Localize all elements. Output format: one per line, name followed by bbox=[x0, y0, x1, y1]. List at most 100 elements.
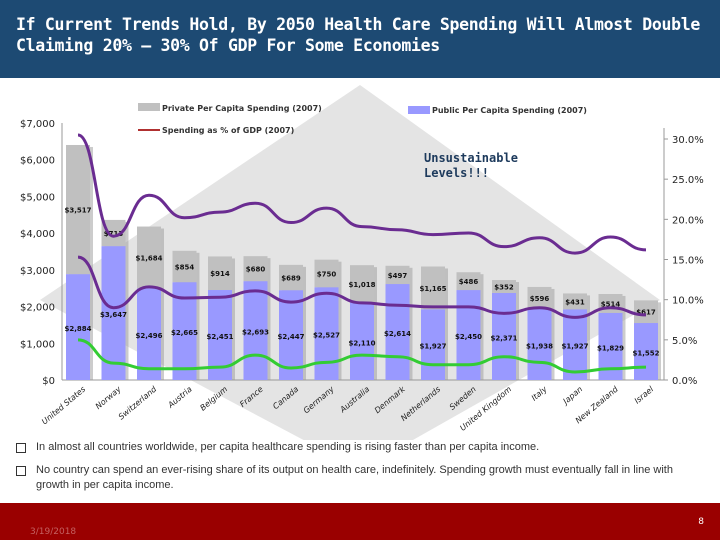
bar-label-public: $1,829 bbox=[597, 344, 624, 352]
bullet-list: In almost all countries worldwide, per c… bbox=[16, 440, 706, 501]
bar-private bbox=[243, 256, 268, 282]
bar-label-private: $750 bbox=[317, 270, 337, 278]
bullet-item: No country can spend an ever-rising shar… bbox=[16, 463, 706, 493]
bar-label-private: $514 bbox=[601, 300, 621, 308]
bar-label-private: $497 bbox=[388, 272, 408, 280]
bar-label-public: $2,496 bbox=[135, 332, 162, 340]
category-label: Norway bbox=[94, 384, 123, 411]
bar-label-public: $2,451 bbox=[206, 333, 233, 341]
bar-label-private: $3,517 bbox=[64, 207, 91, 215]
bar-public bbox=[66, 274, 90, 380]
bar-label-public: $2,447 bbox=[277, 333, 304, 341]
bar-label-public: $2,527 bbox=[313, 332, 340, 340]
footer: 3/19/2018 8 bbox=[0, 503, 720, 540]
series-line-3 bbox=[77, 338, 647, 374]
bar-label-private: $689 bbox=[281, 275, 301, 283]
bar-private bbox=[421, 266, 445, 310]
checkbox-bullet-icon bbox=[16, 443, 26, 453]
bar-label-public: $1,927 bbox=[419, 343, 446, 351]
bar-public bbox=[492, 292, 516, 380]
right-tick-label: 5.0% bbox=[672, 336, 697, 347]
bullet-item: In almost all countries worldwide, per c… bbox=[16, 440, 706, 455]
left-tick-label: $7,000 bbox=[20, 119, 55, 130]
legend-private-swatch bbox=[138, 103, 160, 111]
bar-private bbox=[66, 144, 90, 275]
right-tick-label: 30.0% bbox=[672, 135, 704, 146]
bar-label-public: $2,110 bbox=[348, 339, 375, 347]
legend-public-swatch bbox=[408, 106, 430, 114]
bar-label-private: $914 bbox=[210, 270, 230, 278]
category-label: Italy bbox=[530, 384, 549, 402]
bar-private bbox=[563, 293, 587, 310]
bar-public bbox=[243, 281, 268, 380]
left-tick-label: $1,000 bbox=[20, 339, 55, 350]
slide-date: 3/19/2018 bbox=[30, 527, 77, 537]
right-tick-label: 20.0% bbox=[672, 215, 704, 226]
right-tick-label: 0.0% bbox=[672, 376, 697, 387]
right-tick-label: 25.0% bbox=[672, 175, 704, 186]
bar-label-public: $2,665 bbox=[171, 329, 198, 337]
category-label: Japan bbox=[560, 385, 584, 408]
bar-label-private: $1,165 bbox=[419, 285, 446, 293]
category-label: Austria bbox=[166, 385, 194, 411]
bar-public bbox=[563, 309, 587, 380]
bar-public bbox=[385, 284, 410, 380]
legend-line: Spending as % of GDP (2007) bbox=[162, 126, 294, 135]
annotation: Unsustainable Levels!!! bbox=[424, 151, 518, 180]
left-tick-label: $3,000 bbox=[20, 266, 55, 277]
bar-label-private: $854 bbox=[175, 263, 195, 271]
left-tick-label: $0 bbox=[42, 376, 55, 387]
bar-label-public: $1,552 bbox=[632, 350, 659, 358]
bar-label-private: $431 bbox=[565, 298, 585, 306]
bar-label-public: $2,450 bbox=[455, 333, 482, 341]
bar-private bbox=[492, 280, 516, 293]
left-tick-label: $5,000 bbox=[20, 192, 55, 203]
bar-label-public: $2,614 bbox=[384, 330, 411, 338]
series-line-2 bbox=[77, 255, 647, 319]
title-bar: If Current Trends Hold, By 2050 Health C… bbox=[0, 0, 720, 78]
bar-private bbox=[279, 264, 303, 291]
legend-private: Private Per Capita Spending (2007) bbox=[162, 104, 322, 113]
bar-label-private: $596 bbox=[530, 295, 550, 303]
bar-label-public: $2,884 bbox=[64, 325, 91, 333]
page-number: 8 bbox=[698, 517, 704, 527]
bar-label-public: $2,693 bbox=[242, 329, 269, 337]
bar-label-private: $352 bbox=[494, 283, 514, 291]
bar-label-private: $1,018 bbox=[348, 281, 375, 289]
bar-private bbox=[350, 265, 374, 303]
bar-private bbox=[385, 265, 410, 285]
category-label: Switzerland bbox=[117, 384, 159, 421]
bar-public bbox=[137, 288, 161, 380]
bar-label-public: $2,371 bbox=[490, 334, 517, 342]
bar-public bbox=[634, 323, 658, 380]
bar-label-private: $713 bbox=[104, 230, 124, 238]
bar-private bbox=[634, 300, 658, 324]
slide-title: If Current Trends Hold, By 2050 Health C… bbox=[16, 15, 701, 55]
bar-label-private: $486 bbox=[459, 278, 479, 286]
bar-public bbox=[350, 302, 374, 380]
category-label: Israel bbox=[633, 384, 656, 405]
right-tick-label: 15.0% bbox=[672, 256, 704, 267]
left-tick-label: $4,000 bbox=[20, 229, 55, 240]
category-label: United States bbox=[40, 385, 87, 427]
bar-private bbox=[172, 250, 197, 283]
series-line-1 bbox=[77, 133, 647, 255]
checkbox-bullet-icon bbox=[16, 466, 26, 476]
bar-label-private: $680 bbox=[246, 266, 266, 274]
bar-private bbox=[208, 256, 232, 291]
left-tick-label: $6,000 bbox=[20, 156, 55, 167]
bar-label-public: $1,938 bbox=[526, 342, 553, 350]
right-tick-label: 10.0% bbox=[672, 296, 704, 307]
legend-public: Public Per Capita Spending (2007) bbox=[432, 106, 587, 115]
bar-label-public: $3,647 bbox=[100, 311, 127, 319]
bar-private bbox=[137, 226, 161, 289]
bar-public bbox=[527, 308, 552, 380]
left-tick-label: $2,000 bbox=[20, 303, 55, 314]
chart: $0 $1,000 $2,000 $3,000 $4,000 $5,000 $6,000 $7… bbox=[20, 85, 704, 440]
bar-private bbox=[456, 272, 481, 291]
bar-public bbox=[421, 309, 445, 380]
bar-label-private: $1,684 bbox=[135, 254, 162, 262]
bar-label-public: $1,927 bbox=[561, 343, 588, 351]
bar-public bbox=[314, 287, 339, 380]
bar-public bbox=[101, 246, 126, 380]
